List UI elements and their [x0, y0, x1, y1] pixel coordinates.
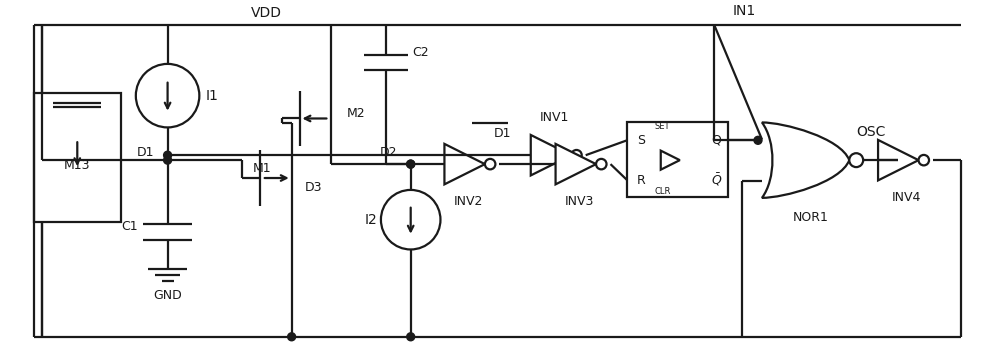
Bar — [34, 93, 121, 222]
Text: INV1: INV1 — [540, 111, 569, 124]
Text: D2: D2 — [380, 146, 398, 159]
Text: I1: I1 — [206, 89, 219, 103]
Text: M1: M1 — [253, 162, 271, 175]
Text: I2: I2 — [365, 213, 377, 227]
Bar — [627, 122, 728, 197]
Polygon shape — [556, 144, 596, 184]
Text: D3: D3 — [305, 181, 322, 194]
Text: C2: C2 — [412, 46, 429, 59]
Circle shape — [407, 160, 415, 168]
Circle shape — [407, 333, 415, 341]
Text: M13: M13 — [64, 159, 91, 172]
Circle shape — [919, 155, 929, 165]
Text: D1: D1 — [494, 127, 512, 140]
Text: C1: C1 — [122, 220, 138, 233]
Text: $\bar{Q}$: $\bar{Q}$ — [711, 172, 722, 188]
Circle shape — [164, 151, 172, 159]
Circle shape — [596, 159, 607, 169]
Circle shape — [849, 153, 863, 167]
Text: INV4: INV4 — [892, 192, 922, 204]
Circle shape — [571, 150, 582, 161]
Circle shape — [407, 160, 415, 168]
Text: Q: Q — [711, 134, 721, 147]
Circle shape — [288, 333, 296, 341]
Polygon shape — [878, 140, 919, 180]
Text: R: R — [637, 174, 646, 186]
Text: OSC: OSC — [856, 125, 886, 139]
PathPatch shape — [762, 122, 849, 198]
Text: IN1: IN1 — [732, 4, 756, 18]
Text: INV3: INV3 — [565, 195, 594, 208]
Text: VDD: VDD — [251, 6, 282, 20]
Text: D1: D1 — [137, 146, 155, 159]
Text: M2: M2 — [347, 107, 365, 120]
Text: INV2: INV2 — [454, 195, 483, 208]
Polygon shape — [661, 150, 680, 170]
Polygon shape — [531, 135, 571, 175]
Circle shape — [164, 156, 172, 164]
Circle shape — [754, 136, 762, 144]
Text: S: S — [637, 134, 645, 147]
Text: GND: GND — [153, 289, 182, 302]
Circle shape — [485, 159, 495, 169]
Text: CLR: CLR — [655, 188, 671, 197]
Text: SET: SET — [655, 122, 670, 131]
Polygon shape — [444, 144, 485, 184]
Text: NOR1: NOR1 — [793, 211, 829, 224]
